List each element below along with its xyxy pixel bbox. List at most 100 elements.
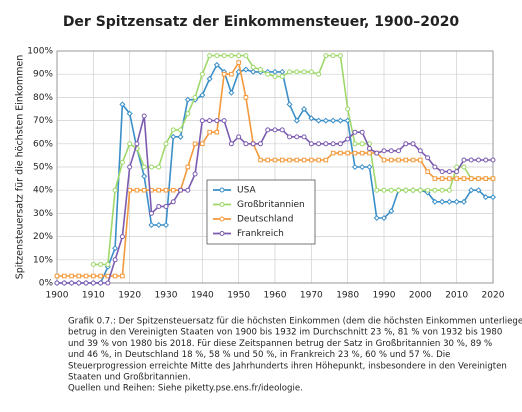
- marker: [330, 117, 337, 124]
- caption-line: und 39 % von 1980 bis 2018. Für diese Ze…: [68, 339, 492, 349]
- marker: [432, 176, 438, 181]
- marker: [69, 280, 75, 286]
- marker: [185, 111, 191, 117]
- marker: [207, 118, 213, 124]
- marker: [163, 187, 169, 193]
- marker: [228, 53, 234, 59]
- marker: [366, 145, 372, 151]
- marker: [309, 157, 314, 163]
- marker: [425, 169, 430, 174]
- marker: [490, 157, 496, 163]
- marker: [199, 92, 206, 99]
- marker: [170, 127, 176, 133]
- marker: [148, 164, 154, 170]
- marker: [396, 157, 401, 163]
- y-tick-label: 40%: [33, 186, 53, 196]
- marker: [192, 141, 198, 147]
- marker: [323, 141, 329, 147]
- marker: [373, 215, 380, 222]
- marker: [243, 141, 249, 147]
- marker: [468, 176, 474, 181]
- marker: [461, 176, 467, 181]
- marker: [381, 187, 387, 193]
- y-tick-label: 10%: [33, 255, 53, 265]
- marker: [410, 187, 416, 193]
- marker: [156, 164, 162, 170]
- marker: [120, 273, 125, 279]
- marker: [308, 115, 315, 122]
- x-tick-label: 2010: [445, 291, 468, 301]
- y-tick-label: 100%: [27, 47, 53, 57]
- marker: [242, 66, 249, 73]
- marker: [432, 187, 438, 193]
- marker: [287, 134, 293, 140]
- marker: [454, 169, 460, 175]
- marker: [163, 141, 169, 147]
- x-tick-label: 1990: [373, 291, 396, 301]
- marker: [76, 273, 82, 279]
- marker: [250, 141, 256, 147]
- marker: [112, 273, 118, 279]
- y-tick-label: 50%: [33, 163, 53, 173]
- x-tick-label: 1970: [300, 291, 323, 301]
- legend-label: Deutschland: [237, 215, 293, 225]
- marker: [271, 68, 279, 75]
- marker: [338, 150, 343, 156]
- marker: [206, 75, 213, 82]
- marker: [265, 127, 271, 133]
- y-axis-label: Spitzensteuersatz für die höchsten Einko…: [15, 55, 26, 280]
- marker: [316, 141, 322, 147]
- marker: [148, 221, 155, 229]
- marker: [127, 141, 133, 147]
- marker: [301, 157, 307, 163]
- marker: [388, 148, 394, 154]
- legend-label: Großbritannien: [237, 200, 305, 210]
- marker: [359, 141, 365, 147]
- marker: [468, 157, 474, 163]
- marker: [287, 157, 292, 163]
- marker: [162, 221, 170, 229]
- marker: [236, 53, 242, 59]
- marker: [439, 198, 446, 205]
- marker: [177, 133, 184, 140]
- marker: [134, 141, 140, 147]
- marker: [308, 69, 314, 75]
- marker: [185, 187, 191, 193]
- marker: [403, 187, 409, 193]
- x-tick-label: 1900: [46, 291, 69, 301]
- marker: [228, 89, 235, 96]
- marker: [337, 53, 343, 59]
- marker: [105, 280, 111, 286]
- marker: [126, 110, 133, 117]
- marker: [61, 273, 67, 279]
- marker: [54, 280, 60, 286]
- marker: [170, 187, 176, 193]
- y-tick-label: 30%: [33, 209, 53, 219]
- y-tick-label: 60%: [33, 139, 53, 149]
- marker: [483, 157, 489, 163]
- marker: [83, 280, 89, 286]
- marker: [359, 129, 365, 135]
- marker: [141, 113, 147, 119]
- marker: [301, 69, 307, 75]
- marker: [366, 163, 373, 171]
- marker: [461, 157, 467, 163]
- marker: [199, 71, 205, 77]
- marker: [61, 280, 67, 286]
- marker: [460, 198, 467, 205]
- marker: [141, 164, 147, 170]
- marker: [337, 117, 344, 124]
- x-tick-label: 1920: [118, 291, 141, 301]
- marker: [207, 53, 213, 59]
- marker: [105, 261, 111, 267]
- marker: [396, 148, 402, 154]
- marker: [301, 134, 307, 140]
- marker: [112, 245, 119, 252]
- x-tick-label: 1910: [82, 291, 105, 301]
- x-tick-label: 1930: [155, 291, 178, 301]
- marker: [207, 129, 212, 135]
- marker: [323, 53, 329, 59]
- marker: [367, 150, 372, 156]
- y-tick-label: 80%: [33, 93, 53, 103]
